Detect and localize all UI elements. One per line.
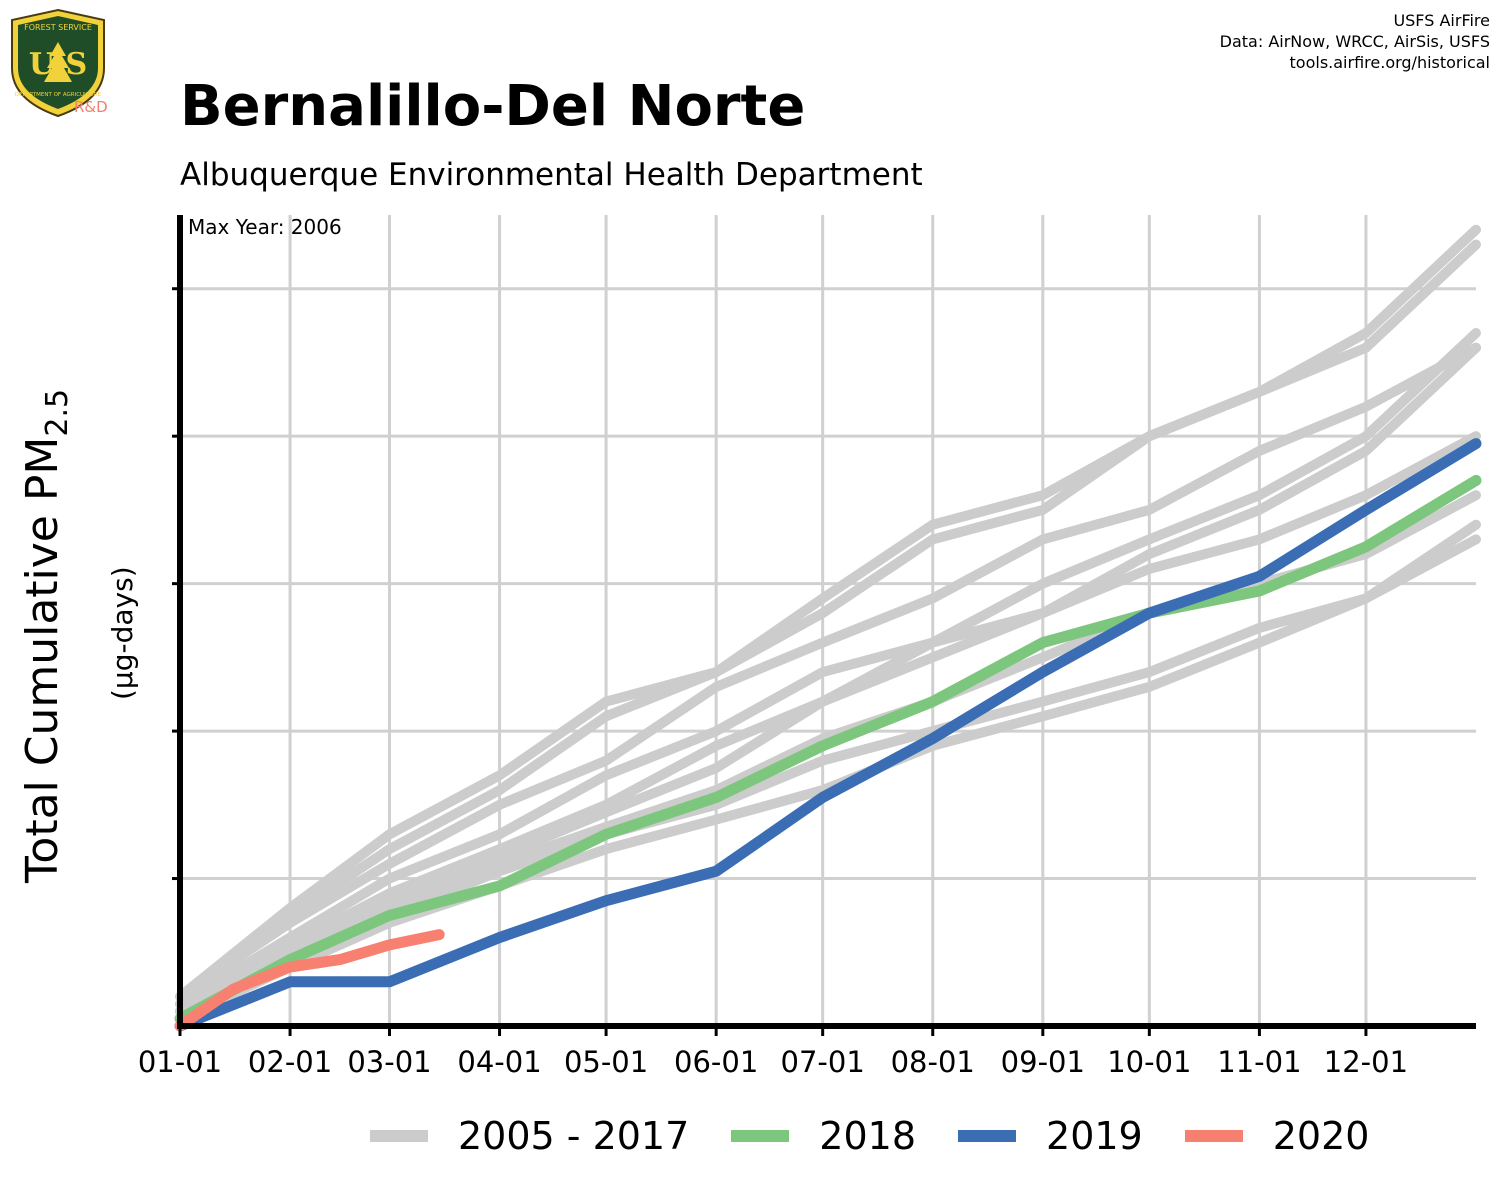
logo-rd-label: R&D bbox=[74, 98, 108, 116]
x-tick-label: 04-01 bbox=[457, 1045, 541, 1079]
x-tick-label: 01-01 bbox=[138, 1045, 222, 1079]
legend-item: 2005 - 2017 bbox=[370, 1114, 689, 1158]
legend-swatch bbox=[370, 1130, 428, 1142]
logo-bottom-text: DEPARTMENT OF AGRICULTURE bbox=[15, 92, 102, 98]
forest-service-logo: FOREST SERVICE U S DEPARTMENT OF AGRICUL… bbox=[11, 8, 105, 118]
legend-item: 2018 bbox=[731, 1114, 916, 1158]
series-line-2005-2017 bbox=[175, 431, 1481, 1017]
legend-swatch bbox=[1184, 1130, 1243, 1142]
legend-label: 2018 bbox=[819, 1114, 917, 1158]
legend-swatch bbox=[731, 1130, 790, 1142]
series-line-2019 bbox=[174, 438, 1482, 1032]
chart-title: Bernalillo-Del Norte bbox=[180, 74, 806, 139]
legend: 2005 - 2017 2018 2019 2020 bbox=[370, 1112, 1411, 1160]
series-line-2018 bbox=[174, 474, 1482, 1025]
legend-item: 2020 bbox=[1184, 1114, 1370, 1158]
x-tick-label: 06-01 bbox=[674, 1045, 758, 1079]
x-tick-label: 05-01 bbox=[564, 1045, 648, 1079]
x-tick-label: 07-01 bbox=[781, 1045, 865, 1079]
x-tick-label: 12-01 bbox=[1324, 1045, 1408, 1079]
credit-line-2: Data: AirNow, WRCC, AirSis, USFS bbox=[1219, 32, 1490, 51]
x-tick-label: 08-01 bbox=[891, 1045, 975, 1079]
chart-subtitle: Albuquerque Environmental Health Departm… bbox=[180, 157, 923, 193]
series-line-2005-2017 bbox=[175, 224, 1481, 1009]
x-tick-label: 02-01 bbox=[248, 1045, 332, 1079]
x-tick-label: 11-01 bbox=[1217, 1045, 1301, 1079]
max-year-annotation: Max Year: 2006 bbox=[188, 215, 342, 239]
credit-line-3: tools.airfire.org/historical bbox=[1289, 53, 1490, 72]
x-tick-label: 03-01 bbox=[347, 1045, 431, 1079]
legend-label: 2020 bbox=[1272, 1114, 1370, 1158]
x-tick-label: 10-01 bbox=[1107, 1045, 1191, 1079]
axes-layer: 01-01 02-01 03-01 04-01 05-01 06-01 07-01 08-01… bbox=[138, 215, 1476, 1079]
legend-label: 2019 bbox=[1046, 1114, 1143, 1158]
series-line-2020 bbox=[174, 929, 445, 1032]
credits: USFS AirFire Data: AirNow, WRCC, AirSis,… bbox=[1220, 10, 1490, 73]
credit-line-1: USFS AirFire bbox=[1393, 11, 1490, 30]
legend-swatch bbox=[958, 1130, 1017, 1142]
legend-item: 2019 bbox=[958, 1114, 1143, 1158]
legend-label: 2005 - 2017 bbox=[458, 1114, 690, 1158]
x-tick-label: 09-01 bbox=[1001, 1045, 1085, 1079]
logo-top-text: FOREST SERVICE bbox=[24, 23, 92, 32]
series-layer bbox=[174, 224, 1482, 1032]
series-line-2005-2017 bbox=[175, 519, 1481, 1024]
series-line-2005-2017 bbox=[175, 328, 1481, 1009]
series-line-2005-2017 bbox=[175, 490, 1481, 1017]
series-line-2005-2017 bbox=[175, 342, 1481, 1002]
